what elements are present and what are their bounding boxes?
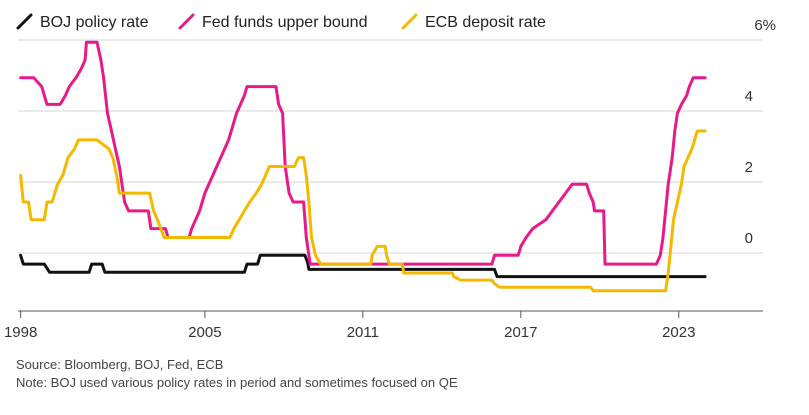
legend-label: Fed funds upper bound [202, 14, 367, 31]
x-axis: 1998 2005 2011 2017 2023 [4, 310, 763, 341]
legend-label: BOJ policy rate [40, 14, 149, 31]
footnote: Note: BOJ used various policy rates in p… [16, 375, 458, 390]
y-tick-label: 6% [754, 17, 776, 34]
x-tick-label: 2005 [188, 324, 221, 341]
y-tick-label: 4 [745, 88, 753, 105]
y-tick-label: 0 [745, 230, 753, 247]
x-tick-label: 2023 [662, 324, 695, 341]
x-tick-label: 1998 [4, 324, 37, 341]
legend-label: ECB deposit rate [425, 14, 546, 31]
y-axis: 6% 4 2 0 [745, 17, 776, 247]
series-line-1 [19, 253, 707, 279]
series-line-3 [19, 129, 707, 293]
legend-swatch [16, 13, 33, 30]
x-tick-label: 2011 [347, 324, 379, 341]
legend-swatch [401, 13, 418, 30]
series-line-2 [19, 40, 707, 266]
x-tick-label: 2017 [504, 324, 537, 341]
source-note: Source: Bloomberg, BOJ, Fed, ECB [16, 357, 224, 372]
series-lines [19, 40, 707, 293]
legend-swatch [178, 13, 195, 30]
gridlines [18, 39, 763, 254]
y-tick-label: 2 [745, 159, 753, 176]
legend: BOJ policy rate Fed funds upper bound ECB … [16, 13, 546, 31]
